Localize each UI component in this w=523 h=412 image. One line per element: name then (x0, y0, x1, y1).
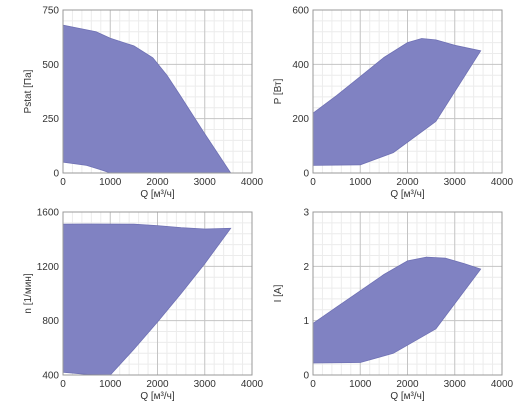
power-x-tick-label: 4000 (491, 177, 514, 188)
power-x-tick-label: 3000 (444, 177, 467, 188)
power-y-axis-label: P [Вт] (273, 78, 284, 104)
current-panel: 0 1000 2000 3000 4000 0 1 2 3 Q [м³/ч] I [A] (273, 208, 514, 403)
current-y-tick-label: 1 (303, 316, 309, 327)
pstat-x-tick-label: 2000 (146, 177, 169, 188)
pstat-x-tick-label: 1000 (99, 177, 122, 188)
pstat-y-axis-label: Pstat [Па] (23, 69, 34, 113)
speed-y-tick-label: 800 (42, 316, 59, 327)
speed-x-tick-label: 3000 (194, 379, 217, 390)
current-x-tick-label: 4000 (491, 379, 514, 390)
pstat-y-tick-label: 0 (53, 169, 59, 180)
speed-x-tick-label: 0 (60, 379, 66, 390)
power-x-axis-label: Q [м³/ч] (390, 189, 425, 200)
speed-x-tick-label: 2000 (146, 379, 169, 390)
power-plot-frame (312, 9, 503, 174)
pstat-y-tick-label: 250 (42, 114, 59, 125)
current-y-axis-label: I [A] (273, 284, 284, 302)
current-y-tick-label: 2 (303, 262, 309, 273)
current-operating-area (312, 256, 482, 364)
pstat-y-tick-label: 500 (42, 60, 59, 71)
pstat-plot-frame (62, 9, 253, 174)
power-y-tick-label: 600 (292, 6, 309, 17)
speed-plot-frame (62, 211, 253, 376)
power-y-tick-label: 400 (292, 60, 309, 71)
pstat-x-tick-label: 4000 (241, 177, 264, 188)
speed-y-axis-label: n [1/мин] (23, 273, 34, 313)
speed-panel: 0 1000 2000 3000 4000 400 800 1200 1600 Q [м³/ч] n… (23, 208, 264, 403)
power-panel: 0 1000 2000 3000 4000 0 200 400 600 Q [м³/ч] P [Вт… (273, 6, 514, 201)
current-x-tick-label: 1000 (349, 379, 372, 390)
current-plot-frame (312, 211, 503, 376)
pstat-y-tick-label: 750 (42, 6, 59, 17)
power-operating-area (312, 38, 482, 166)
current-y-tick-label: 0 (303, 371, 309, 382)
speed-x-tick-label: 1000 (99, 379, 122, 390)
current-x-tick-label: 0 (310, 379, 316, 390)
speed-y-tick-label: 1200 (37, 262, 60, 273)
power-x-tick-label: 1000 (349, 177, 372, 188)
current-x-tick-label: 2000 (396, 379, 419, 390)
current-y-tick-label: 3 (303, 208, 309, 219)
power-x-tick-label: 0 (310, 177, 316, 188)
current-x-axis-label: Q [м³/ч] (390, 391, 425, 402)
speed-y-tick-label: 400 (42, 371, 59, 382)
pstat-operating-area (62, 24, 232, 174)
speed-y-tick-label: 1600 (37, 208, 60, 219)
power-y-tick-label: 200 (292, 114, 309, 125)
current-x-tick-label: 3000 (444, 379, 467, 390)
power-y-tick-label: 0 (303, 169, 309, 180)
pstat-panel: 0 1000 2000 3000 4000 0 250 500 750 Q [м³/ч] Pstat… (23, 6, 264, 201)
power-x-tick-label: 2000 (396, 177, 419, 188)
pstat-x-tick-label: 0 (60, 177, 66, 188)
speed-x-tick-label: 4000 (241, 379, 264, 390)
pstat-x-axis-label: Q [м³/ч] (140, 189, 175, 200)
speed-x-axis-label: Q [м³/ч] (140, 391, 175, 402)
pstat-x-tick-label: 3000 (194, 177, 217, 188)
